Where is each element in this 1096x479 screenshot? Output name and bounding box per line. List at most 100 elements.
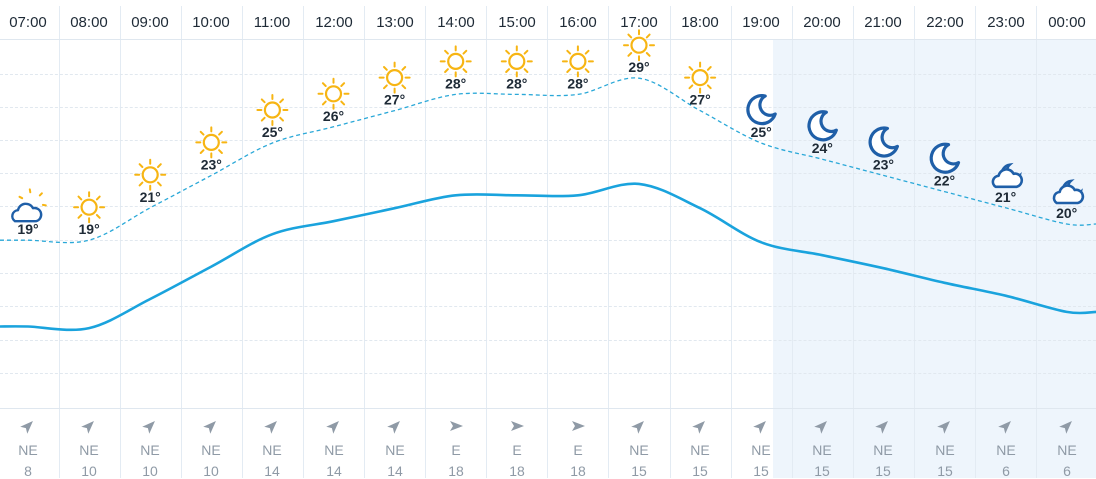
sun-ray (260, 98, 266, 104)
wind-arrow-shape (142, 421, 155, 434)
sun-ray (321, 82, 327, 88)
wind-speed: 15 (875, 463, 891, 479)
sun-ray (95, 195, 101, 201)
wind-arrow-shape (998, 421, 1011, 434)
sun-ray (279, 98, 284, 104)
sun-ray (260, 116, 266, 122)
sun-icon (256, 94, 289, 126)
sun-ray (199, 130, 205, 136)
sun-disc (202, 133, 220, 151)
sun-disc (569, 52, 587, 71)
sun-ray (444, 49, 449, 55)
wind-speed: 6 (1002, 463, 1010, 479)
sun-ray (627, 33, 633, 39)
wind-direction: NE (690, 442, 710, 458)
hour-label: 13:00 (376, 14, 414, 31)
temperature-label: 23° (873, 156, 894, 172)
grid-vline (1036, 6, 1037, 478)
sun-ray (505, 68, 510, 74)
sun-icon (561, 45, 594, 78)
sun-ray (279, 116, 284, 122)
wind-arrow-shape (20, 421, 33, 434)
moon-shape (868, 126, 900, 158)
wind-direction: NE (812, 442, 832, 458)
sun-ray (566, 68, 572, 74)
grid-hline (0, 107, 1096, 108)
wind-speed: 8 (24, 463, 32, 479)
wind-speed: 18 (570, 463, 586, 479)
moon-shape (929, 142, 961, 174)
wind-speed: 18 (509, 463, 525, 479)
header-divider (0, 39, 1096, 40)
wind-arrow-shape (203, 421, 216, 434)
sun-ray (383, 84, 388, 90)
wind-arrow-shape (692, 421, 705, 434)
wind-arrow-icon (875, 421, 888, 434)
sun-icon (623, 29, 655, 62)
wind-direction: E (573, 442, 583, 458)
sun-ray (584, 49, 590, 55)
sun-ray (688, 65, 694, 71)
temperature-label: 23° (201, 156, 222, 172)
wind-arrow-icon (937, 421, 950, 434)
sun-ray (401, 84, 407, 90)
grid-hline (0, 240, 1096, 241)
sun-disc (447, 52, 465, 71)
wind-speed: 14 (326, 463, 342, 479)
wind-direction: NE (140, 442, 160, 458)
temperature-label: 28° (445, 75, 466, 91)
sun-ray (462, 68, 468, 74)
grid-vline (853, 6, 854, 478)
sun-ray (505, 49, 510, 55)
wind-speed: 15 (753, 463, 769, 479)
wind-arrow-shape (753, 421, 766, 434)
cloudy-night-icon (991, 162, 1024, 189)
sun-ray (584, 68, 590, 74)
wind-speed: 10 (142, 463, 158, 479)
sun-ray (156, 181, 162, 187)
temperature-label: 19° (79, 221, 100, 237)
sun-ray (383, 65, 388, 71)
temperature-label: 27° (384, 92, 405, 108)
sun-ray (706, 65, 712, 71)
sun-icon (684, 61, 717, 94)
grid-vline (792, 6, 793, 478)
sun-disc (80, 198, 98, 216)
grid-hline (0, 373, 1096, 374)
sun-disc (324, 85, 343, 103)
wind-direction: E (451, 442, 461, 458)
moon-shape (807, 110, 838, 142)
wind-direction: NE (873, 442, 893, 458)
hour-label: 11:00 (253, 14, 291, 31)
wind-direction: NE (201, 442, 221, 458)
wind-speed: 10 (81, 463, 97, 479)
hour-label: 14:00 (437, 14, 475, 31)
sun-ray (156, 163, 162, 169)
grid-vline (242, 6, 243, 478)
partly-cloudy-night-icon (11, 188, 47, 223)
hour-label: 10:00 (192, 14, 230, 31)
wind-direction: NE (629, 442, 649, 458)
hour-label: 08:00 (70, 14, 108, 31)
hour-label: 20:00 (803, 14, 841, 31)
sun-ray (218, 130, 223, 136)
wind-arrow-icon (81, 421, 94, 434)
wind-direction: E (512, 442, 522, 458)
sun-disc (691, 68, 709, 87)
moon-icon (868, 126, 900, 158)
wind-direction: NE (935, 442, 955, 458)
wind-speed: 15 (814, 463, 830, 479)
sun-icon (500, 45, 533, 78)
wind-arrow-shape (631, 421, 644, 434)
wind-arrow-icon (753, 421, 766, 434)
wind-speed: 15 (692, 463, 708, 479)
cloud-shape (991, 168, 1024, 189)
grid-hline (0, 206, 1096, 207)
temperature-label: 24° (812, 140, 833, 156)
grid-vline (425, 6, 426, 478)
wind-arrow-icon (387, 421, 400, 434)
moon-icon (807, 110, 838, 142)
wind-speed: 6 (1063, 463, 1071, 479)
sun-disc (508, 52, 526, 71)
